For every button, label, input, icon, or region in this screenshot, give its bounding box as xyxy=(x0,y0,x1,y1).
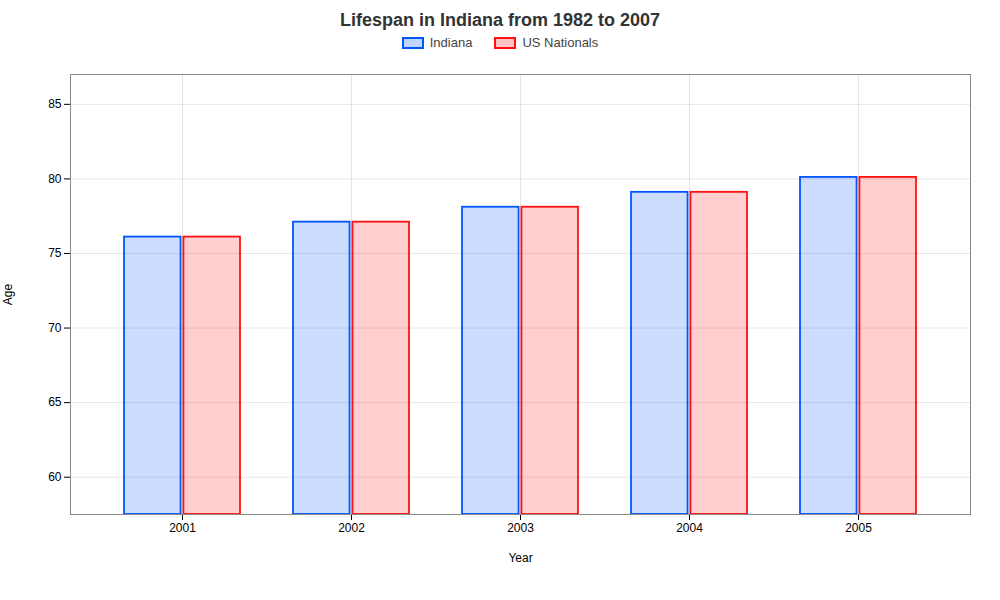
svg-text:2004: 2004 xyxy=(676,521,703,535)
svg-text:60: 60 xyxy=(48,470,62,484)
svg-text:2005: 2005 xyxy=(845,521,872,535)
svg-text:65: 65 xyxy=(48,395,62,409)
html-text:Indiana: Indiana xyxy=(429,35,473,50)
svg-text:80: 80 xyxy=(48,172,62,186)
svg-text:85: 85 xyxy=(48,97,62,111)
svg-text:Year: Year xyxy=(508,551,532,565)
svg-text:2003: 2003 xyxy=(507,521,534,535)
svg-text:75: 75 xyxy=(48,246,62,260)
svg-text:70: 70 xyxy=(48,321,62,335)
html-text:US Nationals: US Nationals xyxy=(522,35,599,50)
svg-text:Age: Age xyxy=(1,284,15,306)
svg-text:2002: 2002 xyxy=(338,521,365,535)
html-text:Lifespan in Indiana from 1982: Lifespan in Indiana from 1982 to 2007 xyxy=(339,10,660,30)
svg-text:2001: 2001 xyxy=(169,521,196,535)
